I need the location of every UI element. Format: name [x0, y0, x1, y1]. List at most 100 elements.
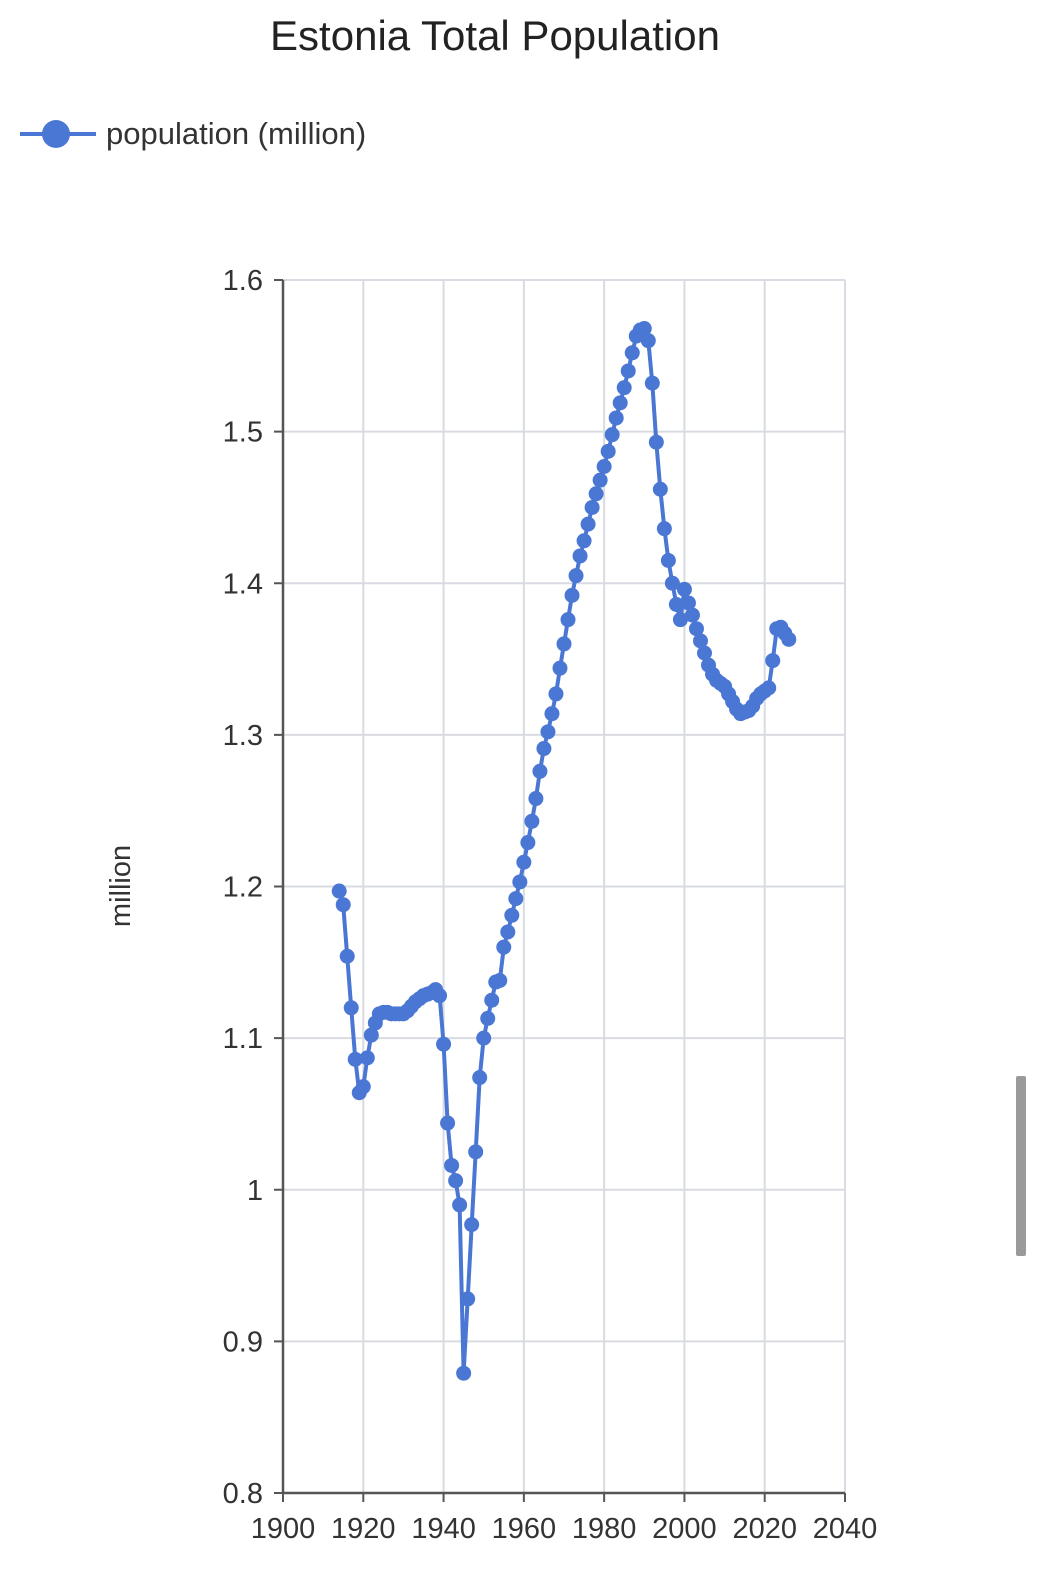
data-point	[644, 375, 660, 391]
data-point	[664, 575, 680, 591]
legend-label: population (million)	[106, 116, 367, 151]
y-tick-label: 0.8	[223, 1478, 263, 1510]
y-tick-label: 1.6	[223, 265, 263, 297]
legend[interactable]: population (million)	[20, 108, 366, 160]
series-population	[331, 321, 797, 1381]
data-point	[540, 724, 556, 740]
data-point	[548, 686, 564, 702]
y-axis-label: million	[105, 845, 137, 927]
data-point	[648, 434, 664, 450]
data-point	[580, 516, 596, 532]
data-point	[448, 1173, 464, 1189]
data-point	[660, 553, 676, 569]
data-point	[684, 607, 700, 623]
data-point	[343, 1000, 359, 1016]
data-point	[552, 660, 568, 676]
data-point	[359, 1050, 375, 1066]
y-tick-label: 1.5	[223, 417, 263, 449]
data-point	[668, 596, 684, 612]
data-point	[504, 907, 520, 923]
data-point	[496, 939, 512, 955]
data-point	[604, 427, 620, 443]
data-point	[508, 891, 524, 907]
data-point	[484, 992, 500, 1008]
x-tick-label: 1980	[572, 1513, 637, 1545]
data-point	[436, 1036, 452, 1052]
data-point	[452, 1197, 468, 1213]
y-tick-label: 1	[247, 1175, 263, 1207]
data-point	[612, 395, 628, 411]
y-tick-labels: 0.8 0.9 1 1.1 1.2 1.3 1.4 1.5 1.6	[223, 265, 263, 1510]
data-point	[363, 1027, 379, 1043]
data-point	[472, 1070, 488, 1086]
grid-lines	[282, 279, 846, 1494]
data-point	[512, 874, 528, 890]
data-point	[692, 633, 708, 649]
data-point	[476, 1030, 492, 1046]
data-point	[532, 763, 548, 779]
data-point	[536, 741, 552, 757]
data-point	[339, 948, 355, 964]
y-tick-label: 0.9	[223, 1326, 263, 1358]
y-tick-label: 1.3	[223, 720, 263, 752]
scrollbar-handle[interactable]	[1016, 1076, 1026, 1256]
data-point	[568, 568, 584, 584]
data-point	[596, 458, 612, 474]
data-point	[480, 1010, 496, 1026]
data-point	[468, 1144, 484, 1160]
data-point	[652, 481, 668, 497]
data-point	[440, 1115, 456, 1131]
x-tick-label: 1900	[251, 1513, 316, 1545]
data-point	[544, 706, 560, 722]
data-point	[432, 988, 448, 1004]
data-point	[688, 621, 704, 637]
data-point	[672, 612, 688, 628]
data-point	[640, 333, 656, 349]
data-point	[564, 587, 580, 603]
data-point	[355, 1079, 371, 1095]
data-point	[676, 581, 692, 597]
data-point	[460, 1291, 476, 1307]
x-tick-label: 2000	[652, 1513, 717, 1545]
data-point	[464, 1217, 480, 1233]
data-point	[347, 1051, 363, 1067]
data-point	[584, 499, 600, 515]
legend-dot-marker	[42, 120, 70, 148]
data-point	[620, 363, 636, 379]
data-point	[616, 380, 632, 396]
axes	[274, 279, 846, 1502]
x-tick-labels: 1900 1920 1940 1960 1980 2000 2020 2040	[251, 1513, 878, 1545]
x-tick-label: 1960	[492, 1513, 557, 1545]
data-point	[520, 835, 536, 851]
y-tick-label: 1.1	[223, 1023, 263, 1055]
data-point	[576, 533, 592, 549]
data-point	[765, 653, 781, 669]
data-point	[524, 813, 540, 829]
x-tick-label: 1940	[411, 1513, 476, 1545]
data-point	[492, 973, 508, 989]
data-point	[761, 680, 777, 696]
data-point	[456, 1365, 472, 1381]
legend-line-marker	[20, 120, 96, 148]
data-point	[600, 443, 616, 459]
data-point	[592, 472, 608, 488]
data-point	[636, 321, 652, 337]
data-point	[516, 854, 532, 870]
data-point	[528, 791, 544, 807]
y-tick-label: 1.4	[223, 568, 263, 600]
data-point	[444, 1157, 460, 1173]
chart-title: Estonia Total Population	[270, 12, 720, 59]
x-tick-label: 2020	[732, 1513, 797, 1545]
y-tick-label: 1.2	[223, 872, 263, 904]
data-point	[656, 521, 672, 537]
data-point	[560, 612, 576, 628]
x-tick-label: 1920	[331, 1513, 396, 1545]
data-point	[556, 636, 572, 652]
data-point	[680, 595, 696, 611]
data-point	[608, 410, 624, 426]
data-point	[331, 883, 347, 899]
data-point	[500, 924, 516, 940]
data-point	[572, 548, 588, 564]
data-point	[697, 645, 712, 661]
